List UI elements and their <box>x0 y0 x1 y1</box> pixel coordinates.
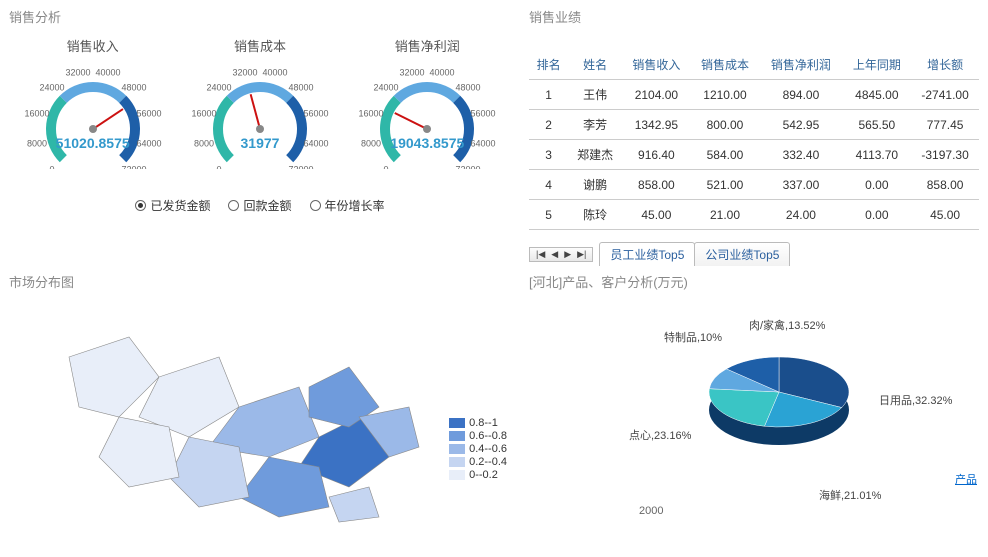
svg-text:32000: 32000 <box>232 67 257 77</box>
legend-row: 0.8--1 <box>449 417 507 429</box>
legend-swatch-icon <box>449 470 465 480</box>
table-header: 销售成本 <box>691 50 760 80</box>
pie-label-dianxin: 点心,23.16% <box>629 427 691 443</box>
svg-text:16000: 16000 <box>191 108 216 118</box>
svg-text:72000: 72000 <box>121 164 146 169</box>
legend-swatch-icon <box>449 418 465 428</box>
gauge-value-0: 51020.8575 <box>56 135 130 151</box>
mini-axis-tick: 2000 <box>639 505 663 517</box>
svg-text:40000: 40000 <box>95 67 120 77</box>
table-row[interactable]: 5陈玲45.0021.0024.000.0045.00 <box>529 200 979 230</box>
svg-text:24000: 24000 <box>374 82 399 92</box>
gauge-label-1: 销售成本 <box>185 36 335 55</box>
legend-swatch-icon <box>449 431 465 441</box>
radio-dot-icon <box>310 200 321 211</box>
tab-0[interactable]: 员工业绩Top5 <box>599 242 695 266</box>
product-link[interactable]: 产品 <box>955 471 977 487</box>
market-map-panel: 市场分布图 0.8--10.6--0.80.4--0.60.2--0.40--0… <box>0 265 520 557</box>
svg-text:0: 0 <box>49 164 54 169</box>
radio-dot-icon <box>228 200 239 211</box>
nav-btn-3[interactable]: ▶| <box>575 249 588 260</box>
gauge-value-2: 19043.8575 <box>390 135 464 151</box>
sales-analysis-panel: 销售分析 销售收入0800016000240003200040000480005… <box>0 0 520 265</box>
table-row[interactable]: 4谢鹏858.00521.00337.000.00858.00 <box>529 170 979 200</box>
gauge-1[interactable]: 0 8000 16000 2400032000 4000048000 56000 64000… <box>185 59 335 169</box>
svg-text:8000: 8000 <box>361 138 381 148</box>
map-legend: 0.8--10.6--0.80.4--0.60.2--0.40--0.2 <box>449 417 507 482</box>
svg-text:48000: 48000 <box>121 82 146 92</box>
sales-analysis-title: 销售分析 <box>9 5 511 32</box>
table-header: 排名 <box>529 50 568 80</box>
legend-row: 0--0.2 <box>449 469 507 481</box>
product-customer-panel: [河北]产品、客户分析(万元) 日用品,32.32% 海鲜,21.01% 点心,… <box>520 265 988 557</box>
tabs: 员工业绩Top5公司业绩Top5 <box>599 242 789 266</box>
radio-dot-icon <box>135 200 146 211</box>
svg-text:32000: 32000 <box>400 67 425 77</box>
radio-option-1[interactable]: 回款金额 <box>228 197 291 214</box>
legend-row: 0.6--0.8 <box>449 430 507 442</box>
pie-label-tezhipin: 特制品,10% <box>664 329 722 345</box>
svg-text:56000: 56000 <box>303 108 328 118</box>
pie-label-riyongpin: 日用品,32.32% <box>879 392 952 408</box>
nav-btn-1[interactable]: ◀ <box>549 249 560 260</box>
sales-performance-panel: 销售业绩 排名姓名销售收入销售成本销售净利润上年同期增长额 1王伟2104.00… <box>520 0 988 265</box>
svg-text:0: 0 <box>216 164 221 169</box>
svg-text:64000: 64000 <box>471 138 496 148</box>
pie-chart[interactable] <box>679 327 879 477</box>
radio-option-0[interactable]: 已发货金额 <box>135 197 210 214</box>
gauge-2[interactable]: 0 8000 16000 2400032000 4000048000 56000 64000… <box>352 59 502 169</box>
svg-text:16000: 16000 <box>359 108 384 118</box>
table-header: 增长额 <box>911 50 979 80</box>
legend-swatch-icon <box>449 444 465 454</box>
svg-text:40000: 40000 <box>430 67 455 77</box>
svg-text:8000: 8000 <box>194 138 214 148</box>
svg-text:24000: 24000 <box>206 82 231 92</box>
table-row[interactable]: 3郑建杰916.40584.00332.404113.70-3197.30 <box>529 140 979 170</box>
svg-text:8000: 8000 <box>27 138 47 148</box>
svg-text:16000: 16000 <box>24 108 49 118</box>
tab-nav-buttons: |◀◀▶▶| <box>529 247 593 262</box>
svg-text:40000: 40000 <box>262 67 287 77</box>
pie-label-roujiaqin: 肉/家禽,13.52% <box>749 317 825 333</box>
performance-table: 排名姓名销售收入销售成本销售净利润上年同期增长额 1王伟2104.001210.… <box>529 50 979 230</box>
svg-text:48000: 48000 <box>288 82 313 92</box>
radio-option-2[interactable]: 年份增长率 <box>310 197 385 214</box>
radio-label: 已发货金额 <box>150 197 210 214</box>
market-map-title: 市场分布图 <box>9 270 511 297</box>
table-header: 姓名 <box>568 50 622 80</box>
legend-row: 0.4--0.6 <box>449 443 507 455</box>
table-row[interactable]: 2李芳1342.95800.00542.95565.50777.45 <box>529 110 979 140</box>
nav-btn-2[interactable]: ▶ <box>562 249 573 260</box>
table-row[interactable]: 1王伟2104.001210.00894.004845.00-2741.00 <box>529 80 979 110</box>
svg-text:64000: 64000 <box>136 138 161 148</box>
svg-text:32000: 32000 <box>65 67 90 77</box>
gauge-0[interactable]: 0 8000 16000 2400032000 4000048000 56000 64000… <box>18 59 168 169</box>
radio-label: 年份增长率 <box>325 197 385 214</box>
svg-text:56000: 56000 <box>136 108 161 118</box>
gauge-label-2: 销售净利润 <box>352 36 502 55</box>
table-header: 上年同期 <box>843 50 912 80</box>
legend-row: 0.2--0.4 <box>449 456 507 468</box>
svg-text:0: 0 <box>384 164 389 169</box>
pie-label-haixian: 海鲜,21.01% <box>819 487 881 503</box>
radio-label: 回款金额 <box>243 197 291 214</box>
metric-radio-group: 已发货金额 回款金额 年份增长率 <box>9 197 511 214</box>
svg-text:24000: 24000 <box>39 82 64 92</box>
gauge-value-1: 31977 <box>241 135 280 151</box>
gauge-label-0: 销售收入 <box>18 36 168 55</box>
svg-text:72000: 72000 <box>288 164 313 169</box>
china-map[interactable] <box>9 297 449 527</box>
sales-performance-title: 销售业绩 <box>529 5 979 32</box>
nav-btn-0[interactable]: |◀ <box>534 249 547 260</box>
svg-text:64000: 64000 <box>303 138 328 148</box>
svg-text:72000: 72000 <box>456 164 481 169</box>
tab-1[interactable]: 公司业绩Top5 <box>694 242 790 266</box>
table-header: 销售净利润 <box>759 50 842 80</box>
svg-text:56000: 56000 <box>471 108 496 118</box>
product-customer-title: [河北]产品、客户分析(万元) <box>529 270 979 297</box>
svg-text:48000: 48000 <box>456 82 481 92</box>
table-header: 销售收入 <box>622 50 691 80</box>
legend-swatch-icon <box>449 457 465 467</box>
